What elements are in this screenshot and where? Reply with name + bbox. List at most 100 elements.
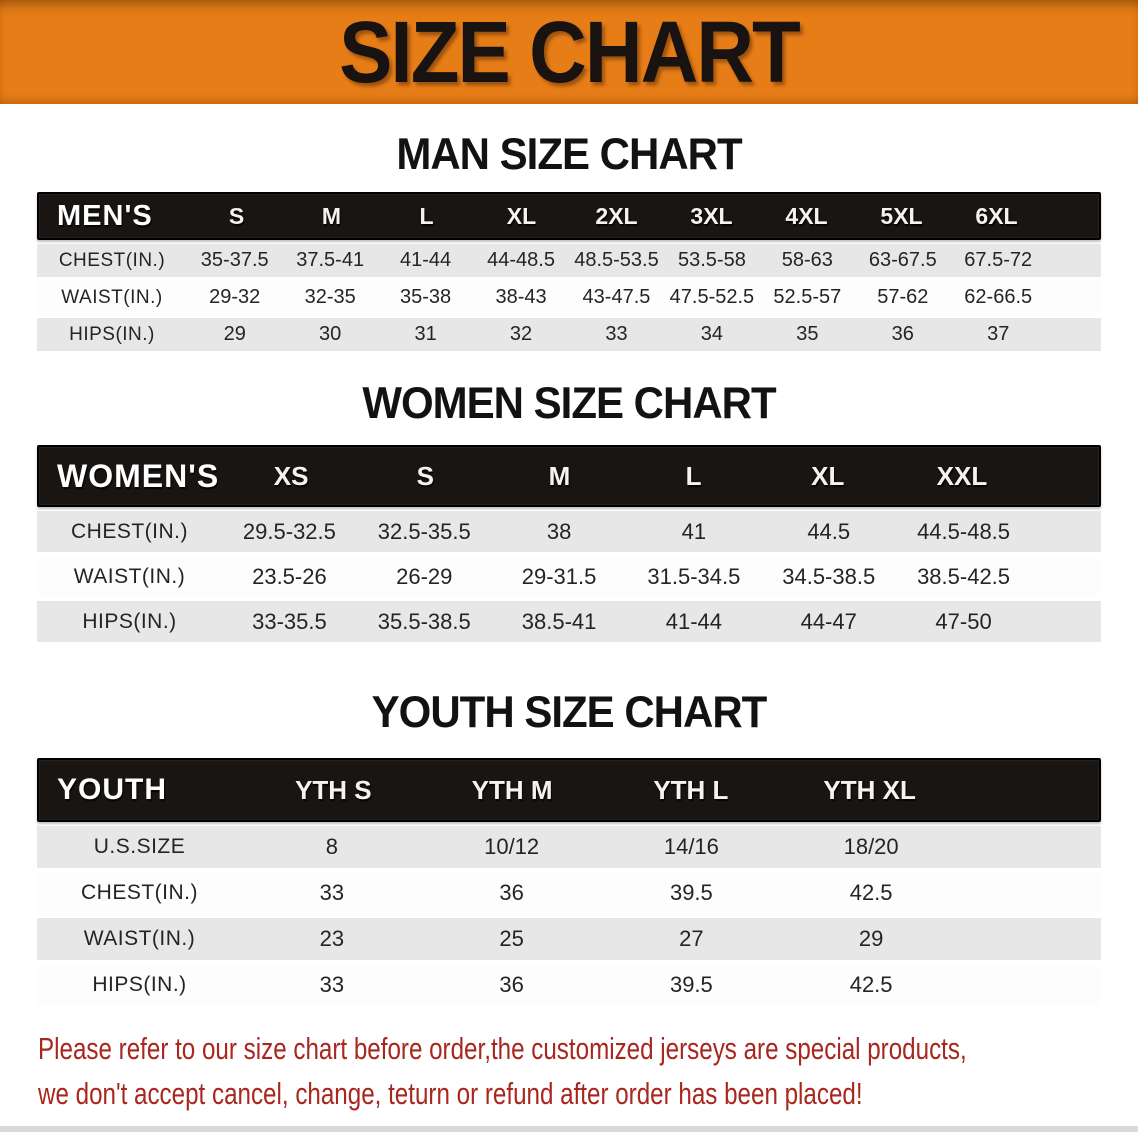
size-value-cell: 48.5-53.5 <box>574 249 659 271</box>
table-row: CHEST(IN.) 29.5-32.5 32.5-35.5 38 41 44.5 44.5… <box>37 511 1101 552</box>
row-label: WAIST(IN.) <box>83 927 196 950</box>
size-value-cell: 38.5-41 <box>521 608 597 634</box>
size-column-header: YTH S <box>295 774 372 805</box>
size-column-header: XL <box>506 202 537 229</box>
size-value-cell: 57-62 <box>877 286 929 308</box>
size-value-cell: 33 <box>319 880 345 905</box>
size-value-cell: 41-44 <box>665 608 723 634</box>
size-value-cell: 52.5-57 <box>773 286 842 308</box>
row-label: HIPS(IN.) <box>69 323 155 345</box>
disclaimer-line-1: Please refer to our size chart before or… <box>38 1031 967 1066</box>
banner: SIZE CHART <box>0 0 1138 104</box>
row-label: HIPS(IN.) <box>82 609 177 633</box>
size-value-cell: 36 <box>891 323 914 345</box>
size-value-cell: 18/20 <box>843 834 899 859</box>
size-value-cell: 8 <box>325 834 338 859</box>
row-label: CHEST(IN.) <box>71 519 188 543</box>
size-value-cell: 23 <box>319 926 345 951</box>
size-column-header: S <box>416 460 434 491</box>
size-value-cell: 47.5-52.5 <box>669 286 755 308</box>
table-row: CHEST(IN.) 33 36 39.5 42.5 <box>37 872 1101 914</box>
size-value-cell: 29 <box>223 323 246 345</box>
size-value-cell: 25 <box>499 926 524 951</box>
size-value-cell: 41-44 <box>400 249 452 271</box>
size-column-header: YTH XL <box>823 774 916 805</box>
size-value-cell: 37 <box>987 323 1010 345</box>
row-label: CHEST(IN.) <box>58 249 166 271</box>
table-header-row: WOMEN'S XS S M L XL XXL <box>37 445 1101 507</box>
women-size-table: WOMEN'S XS S M L XL XXL CHEST(IN.) 29.5-32.5 32.5… <box>37 445 1101 642</box>
size-value-cell: 38 <box>546 518 572 544</box>
size-value-cell: 42.5 <box>849 972 893 997</box>
table-row: HIPS(IN.) 29 30 31 32 33 34 35 36 37 <box>37 318 1101 351</box>
size-value-cell: 43-47.5 <box>582 286 651 308</box>
size-value-cell: 31 <box>414 323 437 345</box>
section-women: WOMEN SIZE CHART WOMEN'S XS S M L XL XXL CHEST(… <box>0 377 1138 642</box>
men-section-heading: MAN SIZE CHART <box>396 128 742 179</box>
disclaimer-text: Please refer to our size chart before or… <box>0 1026 1138 1116</box>
section-youth: YOUTH SIZE CHART YOUTH YTH S YTH M YTH L YTH… <box>0 686 1138 1006</box>
table-header-row: MEN'S S M L XL 2XL 3XL 4XL 5XL 6XL <box>37 192 1101 240</box>
size-value-cell: 10/12 <box>484 834 540 859</box>
size-column-header: XL <box>811 460 845 491</box>
size-value-cell: 62-66.5 <box>964 286 1033 308</box>
size-value-cell: 31.5-34.5 <box>647 563 741 589</box>
row-label: WAIST(IN.) <box>61 286 163 308</box>
size-value-cell: 33 <box>319 972 345 997</box>
size-value-cell: 32-35 <box>304 286 356 308</box>
size-value-cell: 63-67.5 <box>868 249 937 271</box>
table-row: HIPS(IN.) 33 36 39.5 42.5 <box>37 964 1101 1006</box>
row-label: HIPS(IN.) <box>92 973 187 996</box>
women-section-heading: WOMEN SIZE CHART <box>362 377 776 428</box>
size-value-cell: 35.5-38.5 <box>377 608 471 634</box>
section-men: MAN SIZE CHART MEN'S S M L XL 2XL 3XL 4XL 5XL 6XL… <box>0 128 1138 351</box>
size-column-header: M <box>548 460 571 491</box>
youth-section-heading: YOUTH SIZE CHART <box>371 686 768 737</box>
size-value-cell: 44.5 <box>807 518 851 544</box>
size-value-cell: 29.5-32.5 <box>242 518 336 544</box>
size-value-cell: 35 <box>796 323 819 345</box>
size-value-cell: 34 <box>700 323 724 345</box>
size-column-header: YTH M <box>471 774 553 805</box>
size-value-cell: 36 <box>499 972 524 997</box>
size-value-cell: 38-43 <box>495 286 547 308</box>
size-value-cell: 27 <box>679 926 704 951</box>
table-row: U.S.SIZE 8 10/12 14/16 18/20 <box>37 826 1101 868</box>
size-value-cell: 32.5-35.5 <box>377 518 471 544</box>
size-value-cell: 33 <box>605 323 628 345</box>
size-column-header: 2XL <box>595 202 638 229</box>
size-column-header: XS <box>273 460 309 491</box>
size-value-cell: 58-63 <box>781 249 833 271</box>
size-value-cell: 29-31.5 <box>521 563 597 589</box>
size-value-cell: 42.5 <box>849 880 893 905</box>
size-column-header: YTH L <box>653 774 729 805</box>
size-column-header: L <box>419 202 434 229</box>
size-column-header: 5XL <box>880 202 923 229</box>
table-header-row: YOUTH YTH S YTH M YTH L YTH XL <box>37 758 1101 822</box>
size-column-header: 4XL <box>785 202 828 229</box>
size-value-cell: 30 <box>319 323 342 345</box>
row-label: CHEST(IN.) <box>81 881 198 904</box>
size-value-cell: 35-38 <box>400 286 452 308</box>
size-value-cell: 29-32 <box>209 286 261 308</box>
size-column-header: 3XL <box>690 202 733 229</box>
size-value-cell: 67.5-72 <box>964 249 1033 271</box>
size-value-cell: 44-47 <box>800 608 857 634</box>
page-title: SIZE CHART <box>339 2 801 101</box>
table-group-label: WOMEN'S <box>57 457 220 494</box>
size-value-cell: 34.5-38.5 <box>782 563 876 589</box>
size-value-cell: 23.5-26 <box>252 563 327 589</box>
table-row: WAIST(IN.) 23.5-26 26-29 29-31.5 31.5-34.5 34… <box>37 556 1101 597</box>
size-value-cell: 39.5 <box>669 972 713 997</box>
size-value-cell: 32 <box>509 323 533 345</box>
men-size-table: MEN'S S M L XL 2XL 3XL 4XL 5XL 6XL CHEST(IN.) 35-37… <box>37 192 1101 351</box>
size-value-cell: 41 <box>681 518 707 544</box>
size-value-cell: 29 <box>858 926 884 951</box>
disclaimer-line-2: we don't accept cancel, change, teturn o… <box>38 1076 863 1111</box>
table-row: CHEST(IN.) 35-37.5 37.5-41 41-44 44-48.5 48.5… <box>37 244 1101 277</box>
table-group-label: MEN'S <box>57 199 153 232</box>
table-row: HIPS(IN.) 33-35.5 35.5-38.5 38.5-41 41-44 44-… <box>37 601 1101 642</box>
size-value-cell: 33-35.5 <box>252 608 327 634</box>
size-value-cell: 44-48.5 <box>487 249 555 271</box>
size-value-cell: 38.5-42.5 <box>917 563 1011 589</box>
